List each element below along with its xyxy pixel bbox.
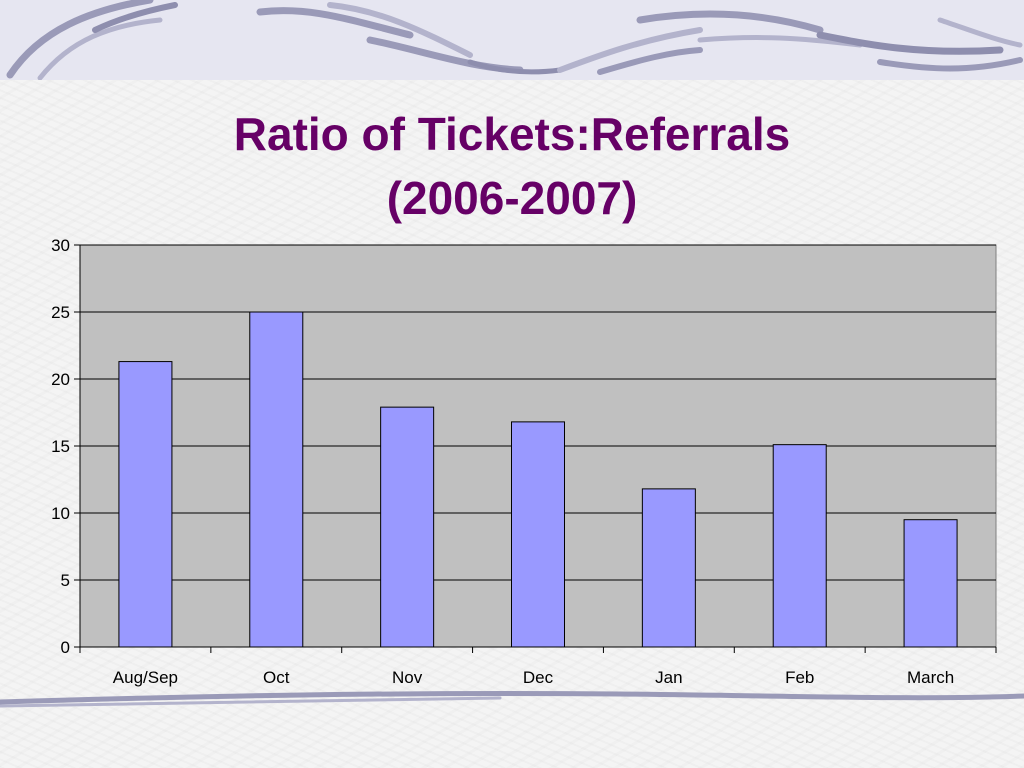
y-tick-label: 10 <box>51 504 70 523</box>
x-tick-label: Nov <box>392 668 423 687</box>
x-tick-label: March <box>907 668 954 687</box>
footer-swirl-icon <box>0 690 1024 708</box>
x-tick-label: Jan <box>655 668 682 687</box>
y-tick-label: 0 <box>61 638 70 657</box>
bars <box>118 311 958 648</box>
decorative-header-band <box>0 0 1024 81</box>
x-tick-label: Dec <box>523 668 554 687</box>
y-tick-label: 30 <box>51 236 70 255</box>
bar-jan <box>641 488 696 648</box>
y-tick-label: 25 <box>51 303 70 322</box>
y-tick-label: 5 <box>61 571 70 590</box>
bar-feb <box>772 444 827 648</box>
title-line-1: Ratio of Tickets:Referrals <box>233 108 791 160</box>
bar-dec <box>511 421 565 648</box>
bar-chart: 0 5 10 15 20 25 30 Aug/Sep Oct Nov Dec Jan Feb March <box>51 236 997 687</box>
x-tick-label: Oct <box>263 668 290 687</box>
bar-march <box>903 519 958 648</box>
bar-aug-sep <box>118 361 173 648</box>
x-axis-ticks: Aug/Sep Oct Nov Dec Jan Feb March <box>79 647 997 687</box>
decorative-footer-band <box>0 688 1024 714</box>
x-tick-label: Feb <box>785 668 814 687</box>
y-axis-ticks: 0 5 10 15 20 25 30 <box>51 236 80 657</box>
y-tick-label: 15 <box>51 437 70 456</box>
bar-nov <box>380 406 435 648</box>
slide-title: Ratio of Tickets:Referrals (2006-2007) <box>0 102 1024 242</box>
x-tick-label: Aug/Sep <box>113 668 178 687</box>
bar-oct <box>249 311 304 648</box>
y-tick-label: 20 <box>51 370 70 389</box>
title-line-2: (2006-2007) <box>386 172 638 224</box>
swirl-decoration-icon <box>6 0 1023 81</box>
